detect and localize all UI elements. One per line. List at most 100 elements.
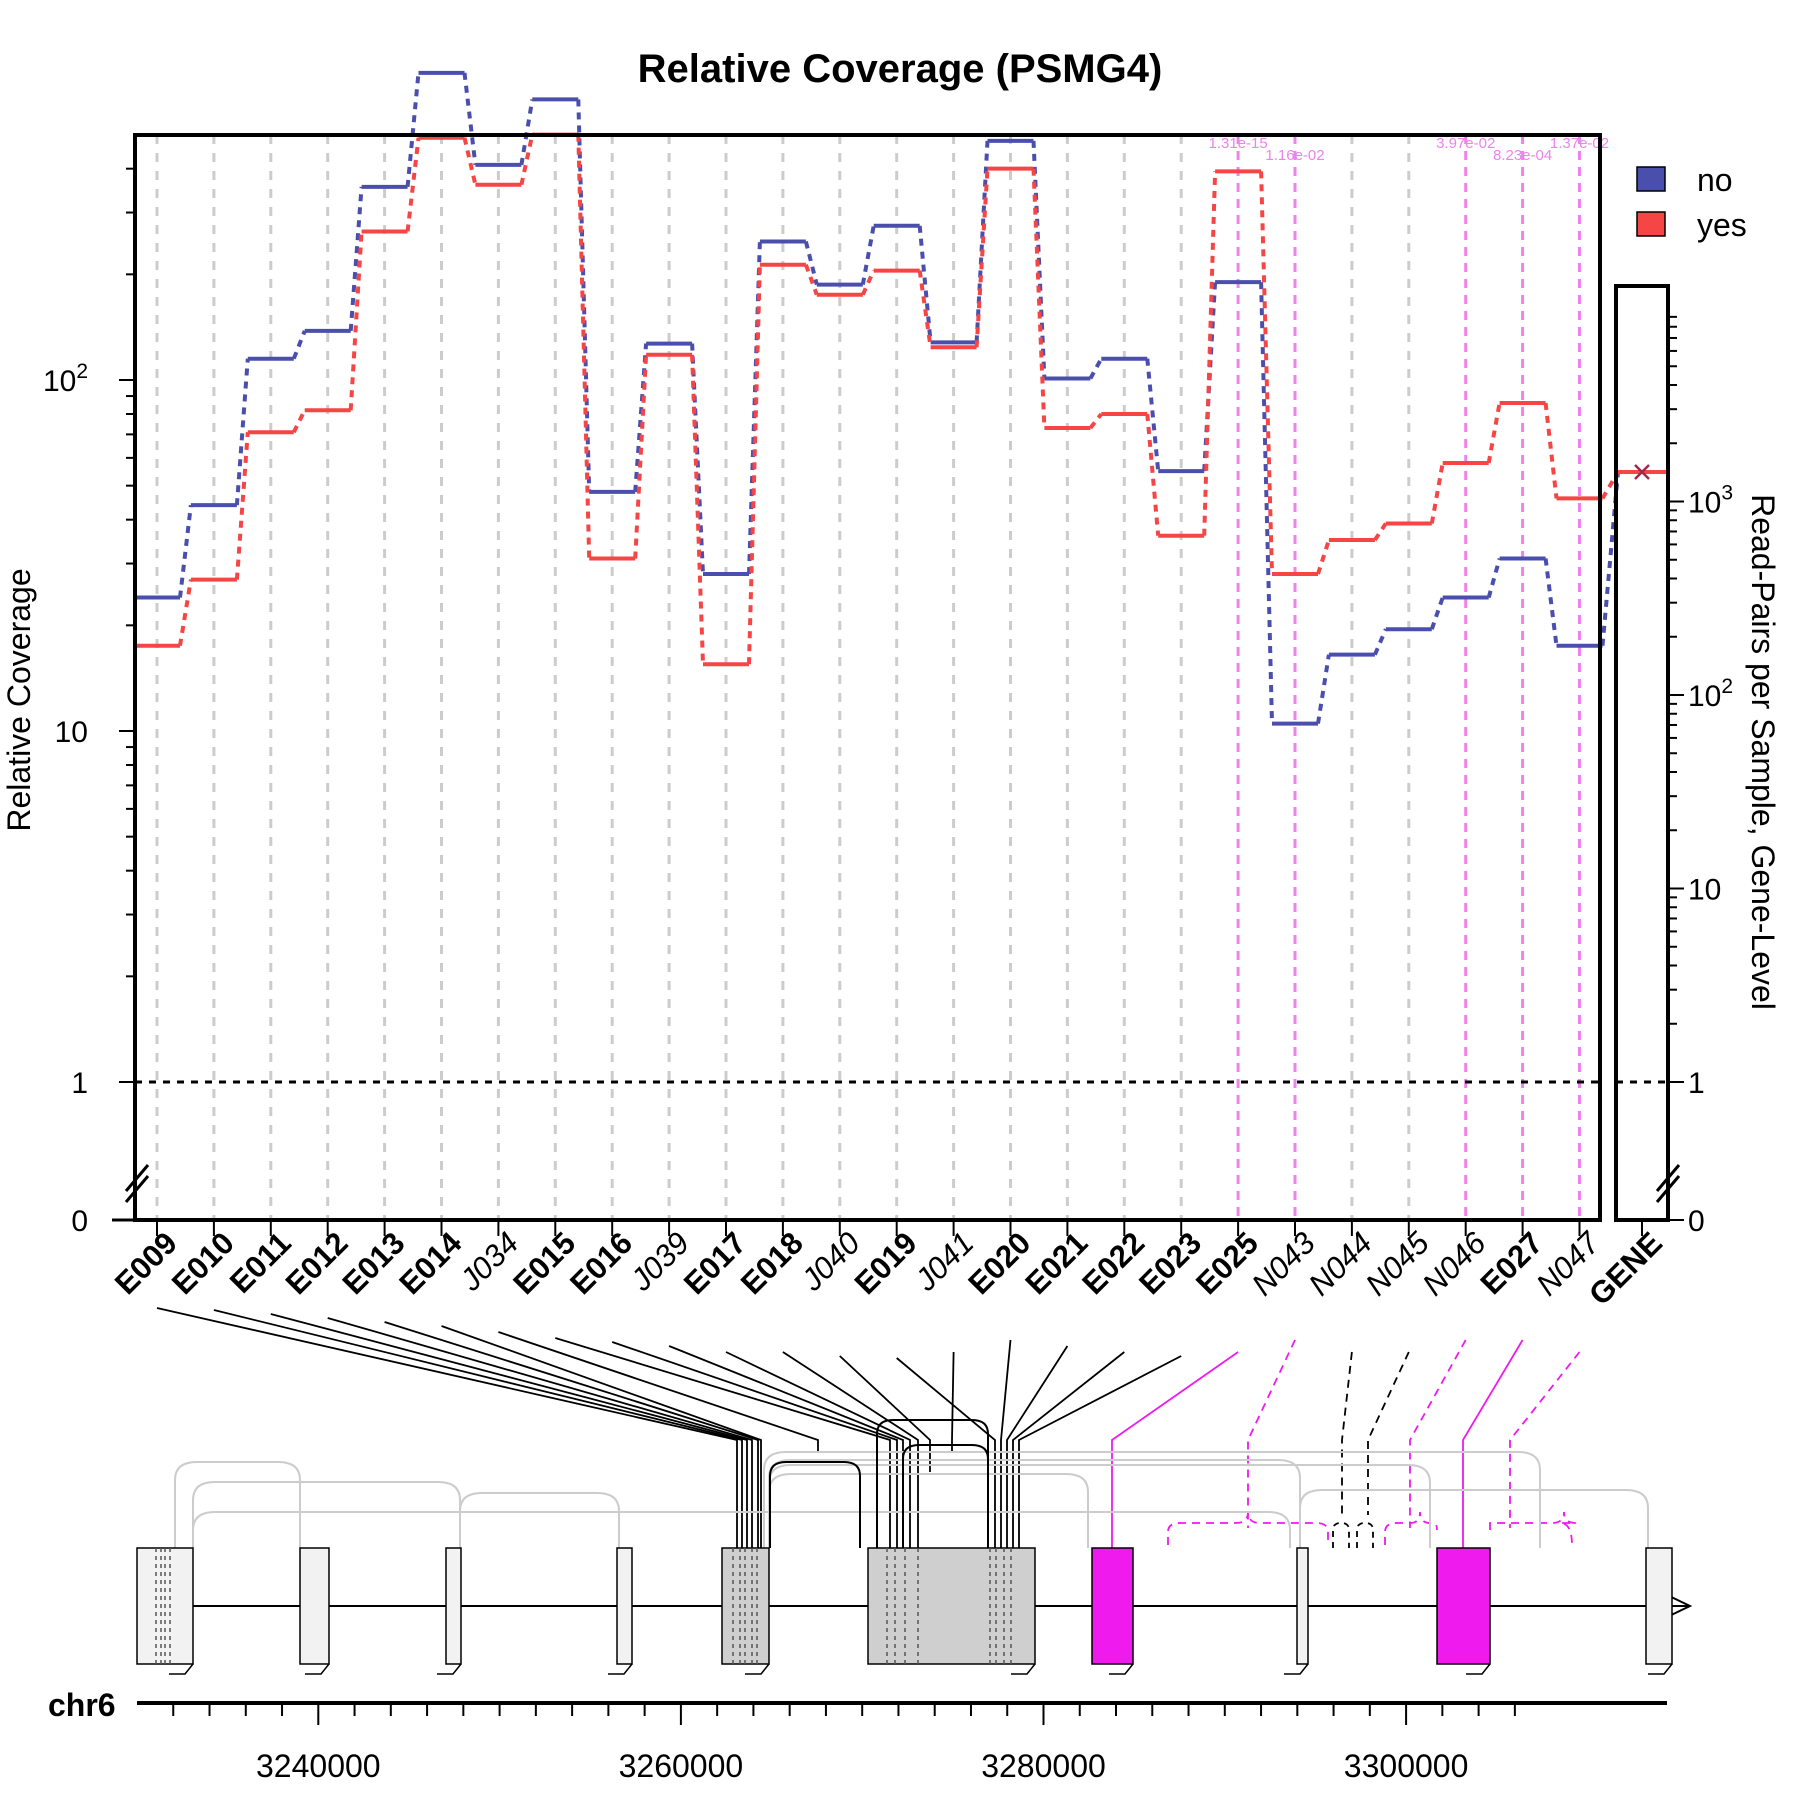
chart-title: Relative Coverage (PSMG4) xyxy=(638,47,1163,91)
feature-label: E015 xyxy=(506,1225,582,1301)
exon-box-highlighted xyxy=(1436,1547,1491,1665)
feature-label: E009 xyxy=(108,1225,184,1301)
series-no-connector xyxy=(348,186,364,332)
series-no-connector xyxy=(1316,654,1331,724)
feature-label: E021 xyxy=(1018,1225,1094,1301)
feature-label: N043 xyxy=(1245,1225,1322,1302)
series-yes-connector xyxy=(747,264,762,665)
exon-tab xyxy=(1284,1663,1309,1675)
series-yes-connector xyxy=(178,579,193,647)
coordinate-label: 3240000 xyxy=(256,1748,381,1784)
series-yes-connector xyxy=(519,134,535,186)
series-no-connector xyxy=(1373,628,1388,656)
feature-label: N044 xyxy=(1302,1225,1379,1302)
series-no-connector xyxy=(234,358,250,506)
exon-tab xyxy=(1648,1663,1673,1675)
legend-label-no: no xyxy=(1697,162,1733,198)
series-yes-connector xyxy=(974,168,990,348)
plot-frame xyxy=(133,133,1602,1222)
y-tick-label-right: 1 xyxy=(1688,1067,1705,1100)
feature-label: N045 xyxy=(1359,1225,1437,1303)
exon-box xyxy=(616,1547,633,1665)
splice-arc xyxy=(1299,1489,1649,1548)
exon-box xyxy=(1645,1547,1673,1665)
junction-arc xyxy=(902,1444,989,1548)
feature-label: J040 xyxy=(794,1225,867,1298)
feature-label: E017 xyxy=(677,1225,753,1301)
feature-label: J039 xyxy=(623,1225,696,1298)
series-yes-connector xyxy=(1429,462,1445,524)
feature-label: E016 xyxy=(563,1225,639,1301)
feature-connector xyxy=(668,1345,904,1490)
feature-connector xyxy=(1006,1345,1069,1548)
series-yes-connector xyxy=(462,137,478,186)
series-no-connector xyxy=(1543,558,1559,646)
series-no-connector xyxy=(860,225,876,285)
y-tick-label-right: 102 xyxy=(1688,675,1733,713)
series-yes-connector xyxy=(405,137,421,232)
feature-connector xyxy=(1247,1339,1296,1528)
series-yes-connector xyxy=(1600,471,1620,500)
feature-connector xyxy=(327,1317,753,1548)
y-tick-label-right: 103 xyxy=(1688,482,1733,520)
feature-label: E011 xyxy=(223,1225,298,1300)
axis-break-right xyxy=(1655,1164,1681,1203)
significance-markers: 1.31e-151.16e-02 3.97e-028.23e-041.37e-02 xyxy=(1208,135,1609,1220)
feature-label: E027 xyxy=(1474,1225,1550,1301)
junction-arc xyxy=(769,1461,861,1548)
coordinate-axis: 3240000 3260000 3280000 3300000 xyxy=(137,1701,1667,1784)
coordinate-label: 3260000 xyxy=(619,1748,744,1784)
exon-box xyxy=(867,1547,1036,1665)
legend-swatch-no xyxy=(1636,166,1666,192)
series-yes-connector xyxy=(1259,171,1274,575)
novel-junction-bracket xyxy=(1384,1511,1438,1545)
series-yes-connector xyxy=(1088,412,1103,430)
exon-tab xyxy=(169,1663,194,1675)
splice-arc xyxy=(192,1481,461,1548)
y-tick-label: 10 xyxy=(55,716,88,749)
y-tick-label-right: 10 xyxy=(1688,874,1721,907)
pvalue-label: 1.16e-02 xyxy=(1265,147,1324,164)
strand-arrow xyxy=(1664,1593,1693,1619)
series-no-connector xyxy=(462,72,478,166)
splice-arc xyxy=(174,1461,301,1548)
feature-label: E013 xyxy=(336,1225,412,1301)
series-yes-connector xyxy=(1486,402,1502,464)
series-no-connector xyxy=(519,99,535,166)
feature-axis: E009E010E011E012E013E014J034E015E016J039… xyxy=(108,1218,1669,1312)
feature-label: E023 xyxy=(1132,1225,1208,1301)
legend-label-yes: yes xyxy=(1697,207,1747,243)
chromosome-label: chr6 xyxy=(48,1687,116,1723)
feature-connector xyxy=(839,1355,931,1472)
series-yes-connector xyxy=(1543,402,1559,499)
series-no-connector xyxy=(1429,596,1445,630)
exon-tab xyxy=(305,1663,330,1675)
y-axis-left: 0 1 10 102 xyxy=(43,167,150,1238)
feature-label: E010 xyxy=(165,1225,241,1301)
feature-connector xyxy=(611,1341,898,1548)
series-no-connector xyxy=(1145,358,1161,472)
grid-lines xyxy=(155,135,1411,1220)
series-yes-connector xyxy=(633,354,649,559)
feature-connector xyxy=(1012,1351,1125,1548)
gene-label: GENE xyxy=(1582,1225,1669,1312)
splice-arc xyxy=(768,1464,1431,1548)
gene-model xyxy=(136,1419,1693,1675)
novel-junction-bracket xyxy=(1332,1522,1350,1548)
series-no-connector xyxy=(1259,282,1274,724)
legend-swatch-yes xyxy=(1636,211,1666,237)
novel-junction-bracket xyxy=(1167,1511,1329,1545)
feature-label: N046 xyxy=(1415,1225,1493,1303)
y-axis-right: 0 1 10 102 103 xyxy=(1655,315,1733,1238)
pvalue-label: 1.37e-02 xyxy=(1550,135,1609,152)
exon-tab xyxy=(1109,1663,1134,1675)
exon-tab xyxy=(608,1663,633,1675)
exon-box xyxy=(299,1547,330,1665)
y-tick-label-right: 0 xyxy=(1688,1205,1705,1238)
exon-box xyxy=(1296,1547,1309,1665)
feature-label: E020 xyxy=(962,1225,1038,1301)
feature-label: E012 xyxy=(279,1225,355,1301)
y-axis-label-right: Read-Pairs per Sample, Gene-Level xyxy=(1745,494,1781,1010)
feature-connector xyxy=(1509,1351,1581,1528)
exon-tab xyxy=(1466,1663,1491,1675)
